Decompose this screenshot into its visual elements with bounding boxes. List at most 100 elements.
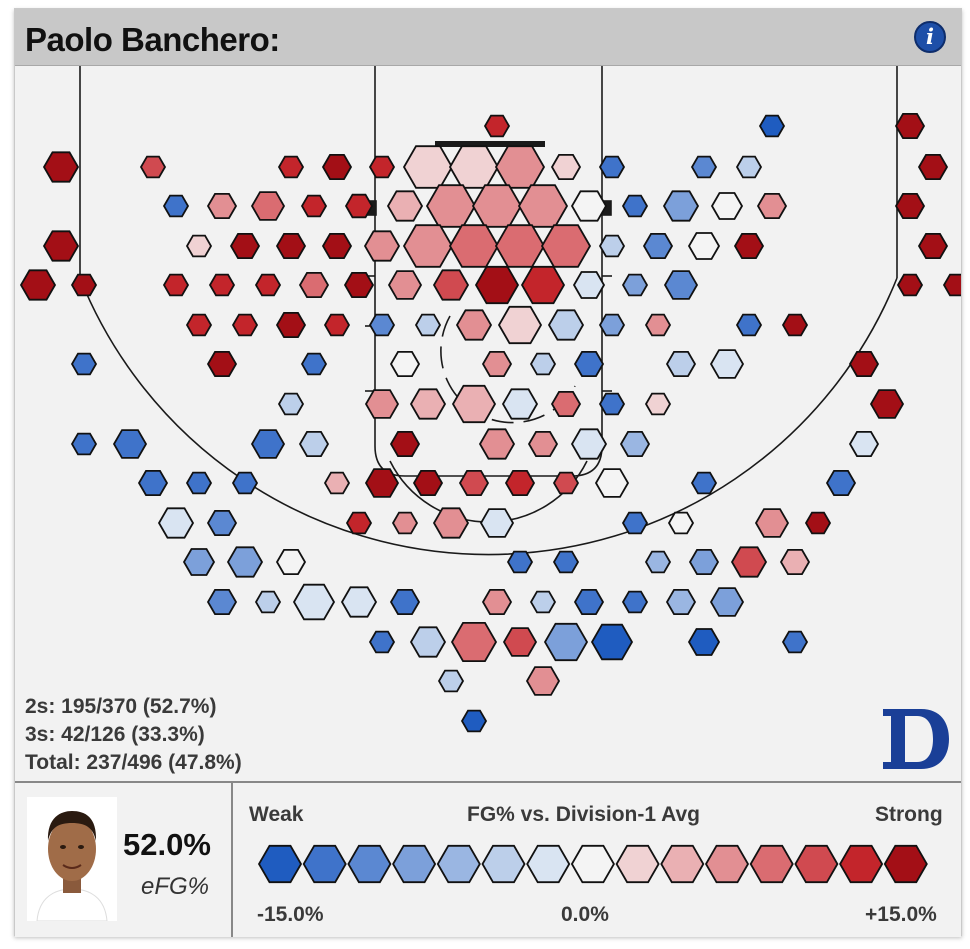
shot-hex-86 (364, 389, 400, 419)
shot-hex-90 (550, 390, 582, 418)
legend-hex-4 (436, 844, 481, 884)
shot-hex-2 (894, 113, 926, 139)
stat-twos: 2s: 195/370 (52.7%) (25, 695, 217, 718)
shot-hex-122 (621, 511, 649, 535)
lane-bottom (374, 445, 603, 477)
shot-hex-83 (709, 349, 745, 379)
shot-hex-43 (687, 232, 721, 260)
shot-hex-144 (665, 589, 697, 615)
shot-hex-3 (42, 151, 80, 183)
shot-hex-42 (642, 232, 674, 260)
shot-hex-138 (340, 586, 378, 618)
three-point-arc (79, 277, 898, 556)
shot-hex-69 (497, 305, 543, 345)
shot-hex-67 (414, 313, 442, 337)
shot-hex-119 (391, 511, 419, 535)
shot-hex-9 (448, 145, 500, 189)
shot-hex-52 (343, 271, 375, 299)
shot-hex-40 (540, 224, 592, 268)
shot-hex-79 (481, 350, 513, 378)
shot-hex-22 (425, 184, 477, 228)
shot-hex-57 (572, 271, 606, 299)
shot-hex-11 (550, 154, 582, 180)
shot-hex-35 (321, 232, 353, 260)
shot-hex-1 (758, 114, 786, 138)
shot-hex-28 (710, 192, 744, 220)
shot-hex-136 (254, 590, 282, 614)
shot-hex-135 (206, 589, 238, 615)
legend-hex-3 (392, 844, 437, 884)
shot-hex-46 (19, 269, 57, 301)
header-bar: Paolo Banchero: i (15, 9, 961, 66)
shot-hex-149 (502, 627, 538, 657)
shot-hex-85 (277, 392, 305, 416)
legend-max-label: +15.0% (865, 903, 937, 926)
shot-hex-124 (754, 508, 790, 538)
shot-chart-card: Paolo Banchero: i 2s: 195/370 (52.7%) 3s… (14, 8, 962, 937)
shot-hex-106 (231, 471, 259, 495)
shot-hex-29 (756, 193, 788, 220)
shot-hex-101 (570, 428, 608, 460)
shot-hex-150 (543, 622, 589, 662)
shot-hex-118 (345, 511, 373, 535)
shot-hex-4 (139, 155, 167, 179)
legend-title: FG% vs. Division-1 Avg (467, 803, 700, 826)
shot-hex-103 (848, 430, 880, 458)
shot-hex-16 (162, 194, 190, 218)
shot-chart (19, 66, 961, 733)
shot-hex-73 (735, 313, 763, 337)
shot-hex-93 (869, 389, 905, 419)
shot-hex-49 (208, 273, 236, 297)
shot-hex-81 (573, 350, 605, 378)
shot-hex-112 (552, 471, 580, 495)
player-title: Paolo Banchero: (25, 21, 280, 58)
shot-hex-8 (402, 145, 454, 189)
shot-hex-17 (206, 193, 238, 220)
shot-hex-72 (644, 313, 672, 337)
shot-hex-87 (409, 388, 447, 420)
shot-hex-23 (471, 184, 523, 228)
shot-hex-140 (481, 589, 513, 615)
legend-hex-1 (302, 844, 347, 884)
stat-total: Total: 237/496 (47.8%) (25, 751, 242, 774)
info-icon[interactable]: i (914, 21, 946, 53)
legend-hex-9 (660, 844, 705, 884)
shot-hex-10 (494, 145, 546, 189)
shot-hex-156 (460, 709, 488, 733)
shot-hex-91 (598, 392, 626, 416)
shot-hex-108 (364, 468, 400, 498)
shot-hex-111 (504, 469, 536, 497)
shot-hex-62 (185, 313, 213, 337)
shot-hex-88 (451, 384, 497, 424)
shot-hex-54 (432, 269, 470, 301)
efg-value: 52.0% (123, 827, 211, 862)
shot-hex-27 (662, 190, 700, 222)
shot-hex-128 (275, 548, 307, 576)
shot-hex-15 (917, 154, 949, 180)
shot-hex-148 (450, 622, 498, 662)
shot-hex-41 (598, 234, 626, 258)
legend-hex-10 (704, 844, 750, 884)
shot-hex-38 (448, 224, 500, 268)
shot-hex-14 (735, 155, 763, 179)
shot-hex-99 (478, 428, 516, 460)
shot-hex-33 (229, 232, 261, 260)
footer-divider (231, 783, 233, 937)
shot-hex-127 (226, 546, 264, 578)
shot-hex-55 (474, 265, 520, 305)
shot-hex-51 (298, 271, 330, 299)
efg-label: eFG% (141, 873, 210, 900)
shot-hex-0 (483, 114, 511, 138)
shot-hex-32 (185, 234, 213, 258)
shot-hex-25 (570, 190, 608, 222)
shot-hex-98 (389, 430, 421, 458)
shot-hex-116 (157, 507, 195, 539)
legend-footer: 52.0% eFG% Weak FG% vs. Division-1 Avg S… (15, 781, 961, 937)
shot-hex-94 (70, 432, 98, 456)
legend-hex-8 (615, 844, 660, 884)
shot-hex-153 (781, 630, 809, 654)
shot-hex-147 (409, 626, 447, 658)
shot-hex-132 (688, 548, 720, 576)
shot-hex-126 (182, 548, 216, 576)
legend-mid-label: 0.0% (561, 903, 609, 926)
